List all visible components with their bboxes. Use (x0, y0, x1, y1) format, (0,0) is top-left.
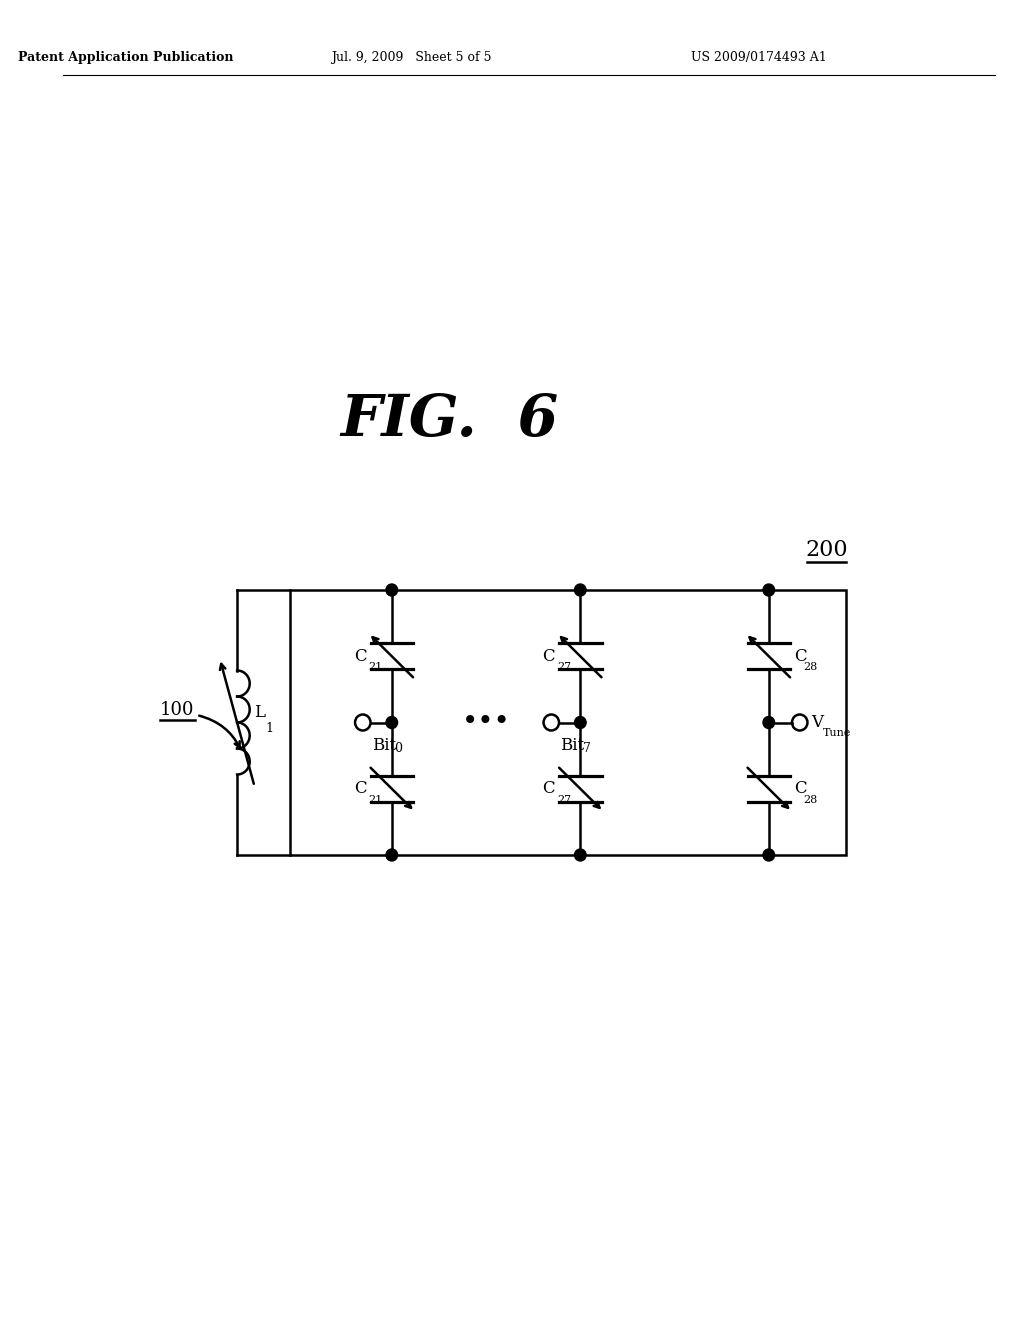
Circle shape (763, 717, 774, 729)
Text: •••: ••• (462, 709, 510, 737)
Text: 27: 27 (557, 795, 571, 805)
Text: 1: 1 (265, 722, 273, 735)
Text: C: C (794, 648, 807, 665)
Text: 28: 28 (804, 795, 818, 805)
Text: C: C (354, 648, 367, 665)
Bar (290, 590, 846, 855)
Text: 100: 100 (160, 701, 195, 719)
Text: 28: 28 (804, 663, 818, 672)
Circle shape (386, 717, 397, 729)
Text: C: C (543, 648, 555, 665)
Circle shape (763, 849, 774, 861)
Text: C: C (543, 780, 555, 797)
Circle shape (544, 714, 559, 730)
Text: Bit: Bit (560, 737, 585, 754)
Text: 200: 200 (806, 539, 848, 561)
Text: C: C (794, 780, 807, 797)
Text: 21: 21 (369, 795, 383, 805)
Text: 0: 0 (394, 742, 402, 755)
Circle shape (355, 714, 371, 730)
Text: Jul. 9, 2009   Sheet 5 of 5: Jul. 9, 2009 Sheet 5 of 5 (331, 51, 492, 65)
Circle shape (763, 583, 774, 597)
Circle shape (386, 583, 397, 597)
Text: 21: 21 (369, 663, 383, 672)
Text: L: L (254, 704, 264, 721)
Text: V: V (811, 714, 823, 731)
Text: Bit: Bit (372, 737, 396, 754)
Circle shape (574, 583, 586, 597)
Circle shape (792, 714, 808, 730)
Text: C: C (354, 780, 367, 797)
Circle shape (574, 717, 586, 729)
Text: US 2009/0174493 A1: US 2009/0174493 A1 (691, 51, 827, 65)
Circle shape (386, 849, 397, 861)
Text: Patent Application Publication: Patent Application Publication (18, 51, 233, 65)
Text: 7: 7 (583, 742, 591, 755)
Text: Tune: Tune (823, 729, 851, 738)
Circle shape (574, 849, 586, 861)
Text: FIG.  6: FIG. 6 (341, 392, 559, 449)
Text: 27: 27 (557, 663, 571, 672)
